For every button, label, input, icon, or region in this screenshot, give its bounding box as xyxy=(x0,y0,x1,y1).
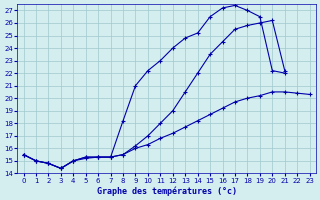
X-axis label: Graphe des températures (°c): Graphe des températures (°c) xyxy=(97,186,236,196)
